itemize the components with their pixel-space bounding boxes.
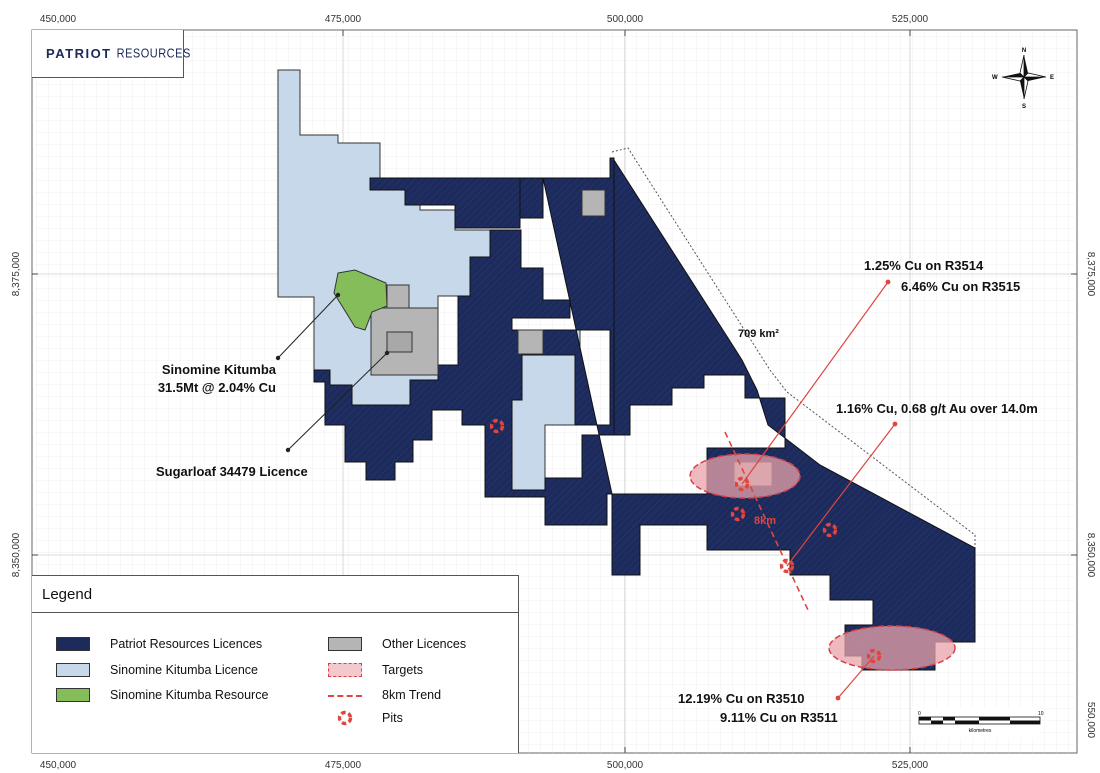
- x-tick-bottom: 525,000: [892, 760, 929, 771]
- x-tick-top: 525,000: [892, 14, 929, 25]
- legend-label: Sinomine Kitumba Licence: [110, 663, 258, 677]
- kitumba-label: Sinomine Kitumba: [162, 362, 277, 377]
- assay-r3510: 12.19% Cu on R3510: [678, 691, 804, 706]
- y-tick-left: 8,350,000: [11, 532, 22, 577]
- sugarloaf-label: Sugarloaf 34479 Licence: [156, 464, 308, 479]
- assay-r3515: 6.46% Cu on R3515: [901, 279, 1020, 294]
- legend-swatch-pits: [328, 710, 362, 726]
- callout-lines: [275, 279, 898, 701]
- assay-r3514: 1.25% Cu on R3514: [864, 258, 984, 273]
- legend-label: 8km Trend: [382, 688, 442, 702]
- x-tick-bottom: 475,000: [325, 760, 362, 771]
- y-tick-right: 8,375,000: [1085, 252, 1096, 297]
- legend-item-trend: 8km Trend: [328, 688, 441, 702]
- x-tick-bottom: 500,000: [607, 760, 644, 771]
- brand-logo: PATRIOT RESOURCES: [32, 30, 190, 78]
- patriot-licences: [313, 157, 976, 671]
- x-tick-top: 450,000: [40, 14, 77, 25]
- compass-w: W: [992, 75, 998, 81]
- legend-label: Patriot Resources Licences: [110, 637, 263, 651]
- legend-title: Legend: [42, 586, 93, 603]
- legend-label: Sinomine Kitumba Resource: [110, 688, 269, 702]
- compass-e: E: [1050, 75, 1054, 81]
- area-label: 709 km²: [738, 328, 779, 340]
- legend-panel: Legend Patriot Resources Licences Sinomi…: [32, 575, 519, 753]
- legend-item-sinomine-licence: Sinomine Kitumba Licence: [56, 663, 258, 677]
- legend-item-patriot: Patriot Resources Licences: [56, 637, 262, 651]
- legend-swatch-patriot: [56, 637, 90, 651]
- pits: [489, 418, 882, 664]
- legend-label: Pits: [382, 711, 403, 725]
- scale-start: 0: [918, 711, 921, 717]
- pit-icon: [822, 522, 838, 538]
- trend-label: 8km: [754, 515, 776, 527]
- legend-swatch-targets: [328, 663, 362, 677]
- pit-icon: [779, 558, 795, 574]
- assay-gold: 1.16% Cu, 0.68 g/t Au over 14.0m: [836, 401, 1038, 416]
- x-tick-top: 475,000: [325, 14, 362, 25]
- trend-line: [724, 431, 809, 611]
- legend-swatch-trend: [328, 695, 362, 697]
- pit-icon: [337, 710, 353, 726]
- pit-icon: [866, 648, 882, 664]
- y-tick-right: 8,350,000: [1085, 533, 1096, 578]
- compass-rose: N S E W: [992, 48, 1054, 110]
- legend-item-pits: Pits: [328, 710, 403, 726]
- kitumba-resource-label: 31.5Mt @ 2.04% Cu: [158, 380, 276, 395]
- target-ellipse: [689, 453, 801, 499]
- legend-item-targets: Targets: [328, 663, 423, 677]
- assay-r3511: 9.11% Cu on R3511: [720, 710, 838, 725]
- x-tick-top: 500,000: [607, 14, 644, 25]
- legend-swatch-other: [328, 637, 362, 651]
- y-tick-right: 550,000: [1085, 702, 1096, 739]
- brand-name-light: RESOURCES: [116, 46, 191, 61]
- area-outline: [611, 147, 976, 548]
- legend-label: Other Licences: [382, 637, 467, 651]
- legend-item-other: Other Licences: [328, 637, 466, 651]
- pit-icon: [730, 506, 746, 522]
- scale-unit: kilometres: [969, 728, 992, 734]
- pit-icon: [734, 476, 750, 492]
- legend-swatch-sinomine-licence: [56, 663, 90, 677]
- legend-item-sinomine-resource: Sinomine Kitumba Resource: [56, 688, 268, 702]
- x-tick-bottom: 450,000: [40, 760, 77, 771]
- y-tick-left: 8,375,000: [11, 251, 22, 296]
- other-licences: [370, 189, 773, 487]
- legend-divider: [32, 612, 518, 613]
- scale-end: 10: [1038, 711, 1044, 717]
- target-ellipse: [828, 625, 956, 671]
- sinomine-resource-area: [333, 269, 388, 331]
- legend-label: Targets: [382, 663, 423, 677]
- legend-swatch-sinomine-resource: [56, 688, 90, 702]
- scale-bar: 0 10 kilometres: [912, 708, 1044, 738]
- brand-name-bold: PATRIOT: [46, 46, 112, 61]
- compass-n: N: [1022, 48, 1026, 54]
- pit-icon: [489, 418, 505, 434]
- compass-s: S: [1022, 104, 1026, 110]
